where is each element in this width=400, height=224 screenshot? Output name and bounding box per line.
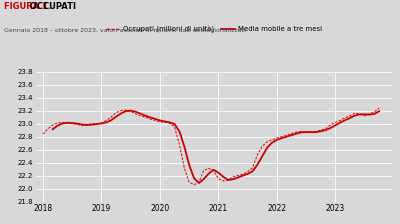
Text: FIGURA 1.: FIGURA 1. <box>4 2 51 11</box>
Legend: Occupati (milioni di unità), Media mobile a tre mesi: Occupati (milioni di unità), Media mobil… <box>104 23 324 36</box>
Text: OCCUPATI: OCCUPATI <box>27 2 76 11</box>
Text: Gennaio 2018 – ottobre 2023, valori assoluti in milioni, dati destagionalizzati: Gennaio 2018 – ottobre 2023, valori asso… <box>4 28 246 33</box>
